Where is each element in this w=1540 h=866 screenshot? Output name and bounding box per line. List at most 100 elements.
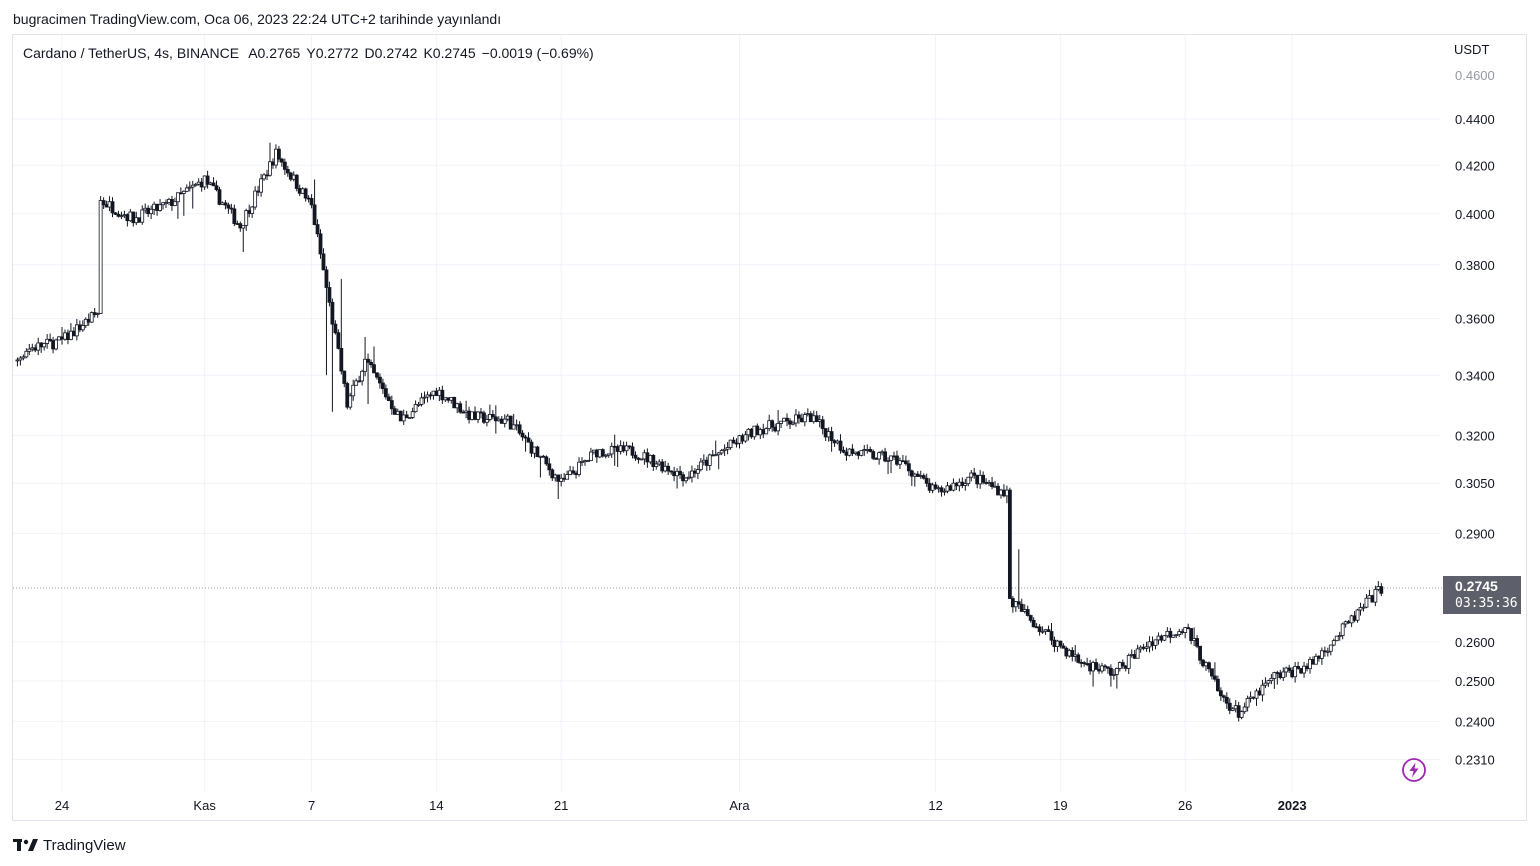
candle-body: [1355, 609, 1360, 621]
candle: [514, 419, 519, 431]
candle: [1207, 661, 1211, 673]
candle-body: [927, 482, 932, 491]
candle-body: [1379, 586, 1384, 594]
candle-body: [461, 411, 466, 414]
candle-body: [1159, 635, 1164, 641]
candle-body: [1162, 635, 1167, 641]
candle-body: [1002, 489, 1006, 497]
candle-body: [901, 460, 905, 463]
time-tick: Ara: [729, 798, 750, 813]
candle-body: [351, 384, 356, 397]
candle: [464, 400, 469, 419]
candle-body: [871, 451, 876, 459]
candle-body: [850, 448, 855, 454]
candle: [30, 343, 35, 352]
candle: [291, 171, 296, 182]
price-tick: 0.3050: [1455, 476, 1495, 491]
candle: [1233, 700, 1238, 713]
candle-body: [496, 418, 501, 422]
candle: [187, 181, 192, 192]
candle: [33, 344, 38, 353]
candle-body: [1165, 630, 1170, 637]
candle: [71, 327, 76, 337]
candle: [1111, 668, 1116, 680]
candle: [1031, 617, 1036, 628]
candle: [1266, 679, 1271, 687]
candle: [339, 278, 344, 375]
candle: [779, 420, 783, 428]
candle: [247, 204, 252, 218]
candle-body: [208, 182, 213, 185]
candle: [532, 446, 537, 459]
candle: [440, 385, 445, 404]
candle-body: [1123, 665, 1128, 669]
candle: [395, 408, 400, 415]
candle-body: [318, 233, 323, 255]
candle: [577, 457, 581, 477]
candle: [681, 471, 685, 487]
candle: [1034, 623, 1039, 629]
tradingview-logo[interactable]: TradingView: [13, 834, 126, 856]
candle-body: [586, 460, 590, 463]
flash-icon[interactable]: [1401, 757, 1427, 783]
candle: [1340, 622, 1345, 640]
candle-body: [1007, 489, 1012, 599]
candle-body: [1260, 684, 1265, 696]
candle-body: [1263, 682, 1268, 686]
candle: [161, 202, 165, 210]
candle: [1328, 644, 1333, 656]
candle: [446, 397, 451, 403]
candle-body: [1213, 675, 1217, 680]
candle: [1049, 622, 1054, 646]
candle-body: [1305, 665, 1309, 670]
candle-body: [24, 350, 29, 358]
candle: [360, 369, 365, 386]
candle: [178, 187, 183, 195]
candle-body: [416, 403, 421, 406]
candle: [1117, 661, 1122, 672]
candle-body: [21, 356, 26, 359]
candle-body: [184, 187, 189, 192]
candle-body: [1284, 667, 1289, 673]
price-axis-unit[interactable]: USDT: [1454, 42, 1490, 57]
candle: [1278, 669, 1283, 680]
candle: [597, 449, 602, 459]
candle-body: [470, 411, 474, 420]
candle-body: [158, 204, 162, 211]
candle-body: [523, 436, 528, 439]
candle: [389, 395, 394, 415]
candle: [799, 413, 804, 423]
candle: [1213, 662, 1217, 682]
candle: [957, 478, 962, 492]
candle-body: [1367, 595, 1372, 599]
candle-body: [1314, 655, 1318, 665]
candle: [208, 181, 213, 186]
candle: [1076, 652, 1081, 664]
candle-body: [60, 336, 64, 340]
candle: [633, 451, 638, 461]
chart-frame[interactable]: [12, 34, 1527, 821]
candle: [657, 459, 662, 467]
candle-body: [856, 451, 861, 456]
candle: [274, 144, 278, 169]
candle: [39, 342, 44, 353]
candle: [95, 312, 100, 318]
candle-body: [933, 484, 938, 489]
candle-body: [562, 477, 567, 480]
candle: [137, 217, 142, 223]
candle-body: [458, 403, 463, 413]
candle: [170, 195, 174, 211]
candle: [966, 476, 971, 487]
candle-body: [107, 201, 112, 208]
candle-body: [271, 161, 275, 166]
candle: [416, 401, 421, 407]
candle-body: [948, 485, 953, 491]
candle-body: [1325, 650, 1330, 653]
symbol-name[interactable]: Cardano / TetherUS, 4s, BINANCE: [23, 45, 240, 61]
candle: [805, 408, 810, 417]
candle: [517, 421, 522, 436]
candle: [574, 470, 578, 479]
candle-body: [274, 148, 278, 166]
candle: [642, 449, 647, 465]
